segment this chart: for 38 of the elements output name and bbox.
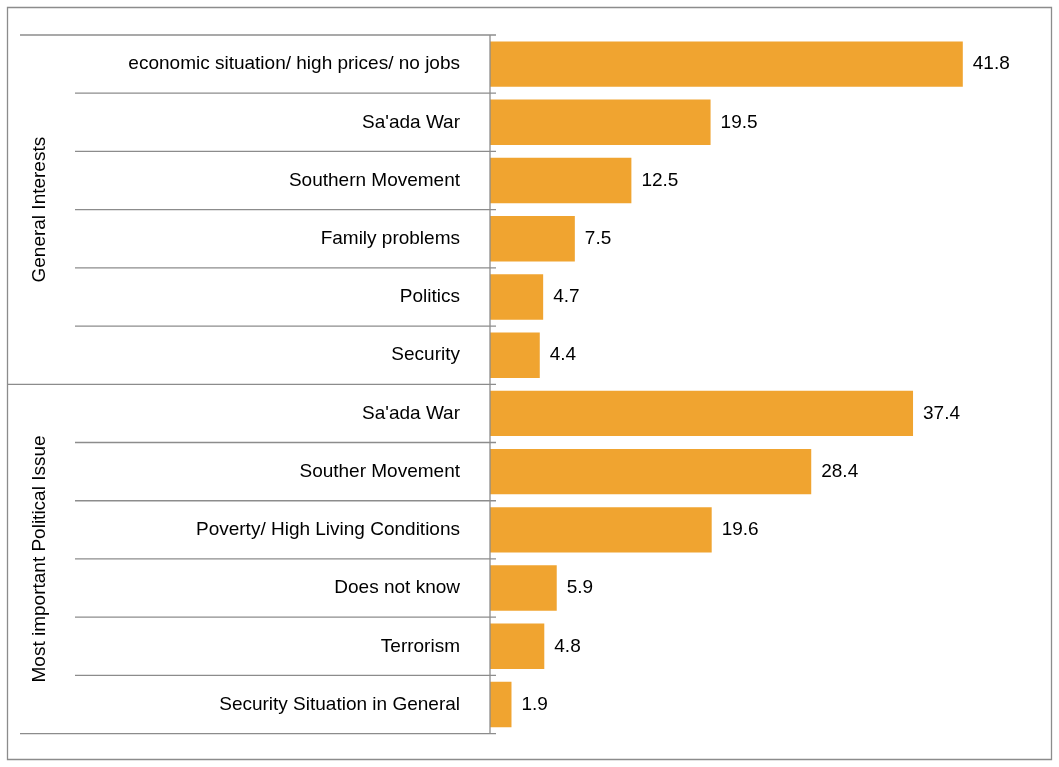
bar	[490, 41, 963, 87]
data-label: 4.8	[554, 634, 581, 656]
data-label: 7.5	[584, 226, 612, 248]
data-label: 37.4	[923, 401, 961, 423]
data-label: 5.9	[566, 576, 594, 598]
bar	[490, 565, 557, 611]
bar	[490, 681, 512, 728]
y-tick-label: Family problems	[320, 226, 460, 248]
bar	[490, 507, 712, 553]
y-tick-label: Souther Movement	[299, 459, 461, 481]
data-label: 28.4	[821, 459, 859, 481]
y-tick-label: Poverty/ High Living Conditions	[195, 518, 460, 540]
y-tick-label: Does not know	[334, 576, 461, 598]
bar	[490, 216, 575, 262]
y-tick-label: Southern Movement	[288, 168, 461, 190]
y-tick-label: Security	[391, 343, 461, 365]
data-label: 1.9	[521, 692, 548, 714]
y-tick-label: Politics	[399, 285, 460, 307]
bar	[490, 157, 632, 204]
data-label: 19.6	[721, 518, 759, 540]
y-tick-label: Security Situation in General	[219, 692, 460, 714]
bar	[490, 390, 914, 437]
data-label: 4.4	[549, 343, 577, 365]
bar	[490, 332, 540, 378]
bar	[490, 99, 711, 146]
text: Most important Political Issue	[28, 435, 50, 683]
text: General Interests	[28, 136, 50, 283]
data-label: 4.7	[553, 285, 580, 307]
y-tick-label: economic situation/ high prices/ no jobs	[128, 52, 460, 74]
bar	[490, 623, 545, 669]
data-label: 41.8	[972, 52, 1010, 74]
y-tick-label: Sa'ada War	[362, 401, 461, 423]
bar	[490, 448, 812, 495]
data-label: 12.5	[641, 168, 679, 190]
y-tick-label: Sa'ada War	[362, 110, 461, 132]
bar	[490, 274, 544, 320]
y-tick-label: Terrorism	[380, 634, 460, 656]
data-label: 19.5	[720, 110, 758, 132]
